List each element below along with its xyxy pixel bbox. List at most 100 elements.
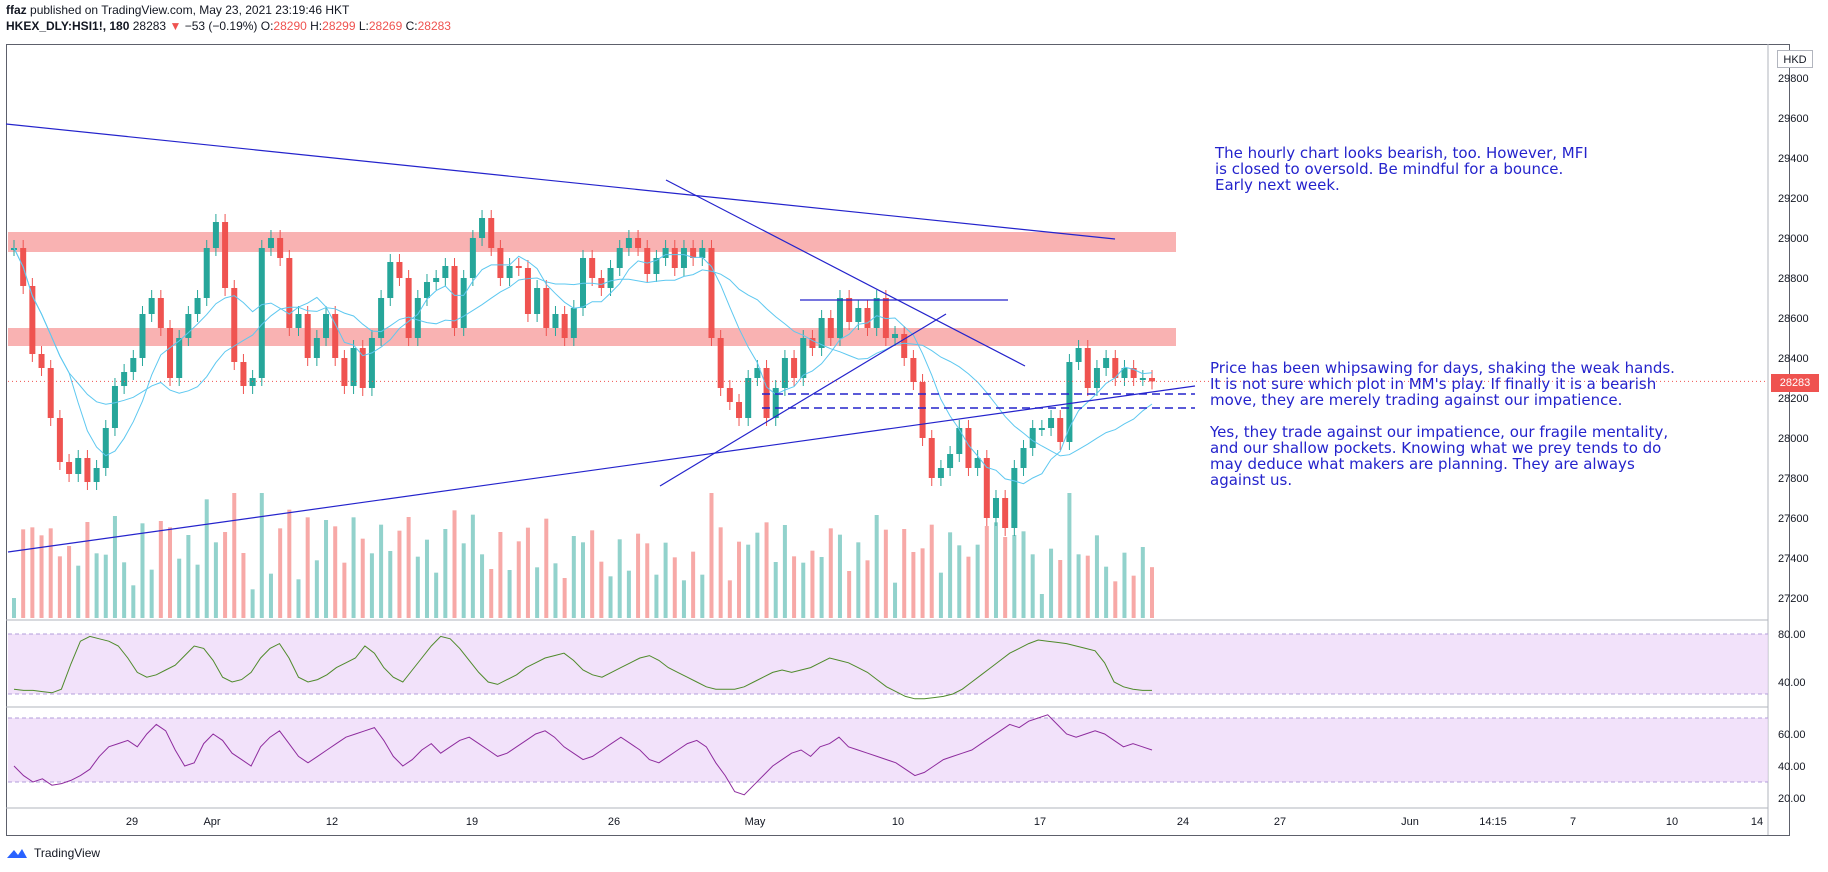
candle-body	[671, 248, 678, 268]
candle-body	[736, 402, 743, 418]
volume-bar	[709, 493, 714, 618]
oscillator-2-tick-label: 20.00	[1778, 793, 1806, 805]
candle-body	[1066, 362, 1073, 442]
candle-body	[754, 368, 761, 378]
price-tick-label: 28200	[1778, 393, 1809, 405]
annotation-note-1[interactable]: The hourly chart looks bearish, too. How…	[1215, 144, 1588, 194]
volume-bar	[168, 527, 173, 618]
volume-bar	[1049, 548, 1054, 618]
volume-bar	[21, 529, 26, 618]
volume-bar	[1012, 535, 1017, 618]
volume-bar	[1067, 493, 1072, 618]
volume-bar	[1113, 581, 1118, 618]
down-arrow-icon: ▼	[169, 19, 182, 33]
candle-body	[1029, 428, 1036, 448]
volume-bar	[406, 517, 411, 618]
candle-body	[827, 318, 834, 338]
time-tick-label: 26	[608, 816, 620, 828]
volume-bar	[672, 557, 677, 618]
candle-body	[203, 248, 210, 298]
candle-body	[1139, 378, 1146, 380]
volume-bar	[12, 598, 16, 618]
price-tick-label: 28400	[1778, 353, 1809, 365]
candle-body	[983, 458, 990, 518]
candle-body	[864, 308, 871, 328]
symbol-label[interactable]: HKEX_DLY:HSI1!, 180	[6, 19, 130, 33]
volume-bar	[507, 570, 512, 618]
candle-body	[690, 248, 697, 258]
candle-body	[570, 308, 577, 338]
annotation-note-2[interactable]: Price has been whipsawing for days, shak…	[1210, 359, 1675, 409]
author-name[interactable]: ffaz	[6, 3, 27, 17]
volume-bar	[626, 570, 631, 618]
candle-body	[286, 258, 293, 328]
volume-bar	[461, 543, 466, 618]
candle-body	[212, 222, 219, 248]
volume-bar	[535, 567, 540, 618]
candle-body	[1020, 448, 1027, 468]
candle-body	[56, 418, 63, 462]
volume-bar	[1122, 552, 1127, 618]
candle-body	[469, 238, 476, 278]
candle-body	[607, 268, 614, 288]
published-text: published on TradingView.com, May 23, 20…	[30, 3, 350, 17]
volume-bar	[314, 560, 319, 618]
candle-body	[176, 338, 183, 378]
candle-body	[167, 328, 174, 378]
candle-body	[240, 362, 247, 386]
annotation-note-3[interactable]: Yes, they trade against our impatience, …	[1210, 423, 1669, 489]
tradingview-logo-icon	[7, 849, 27, 858]
chart-frame[interactable]	[6, 44, 1790, 836]
volume-bar	[681, 580, 686, 618]
volume-bar	[516, 541, 521, 618]
volume-bar	[663, 542, 668, 618]
volume-bar	[608, 576, 613, 618]
candle-body	[66, 462, 73, 474]
candle-body	[809, 338, 816, 348]
volume-bar	[30, 527, 35, 618]
volume-bar	[443, 529, 448, 618]
trendline	[7, 385, 1196, 553]
volume-bar	[792, 556, 797, 618]
candle-body	[378, 298, 385, 338]
volume-bar	[452, 510, 457, 618]
candle-body	[552, 314, 559, 328]
volume-bar	[1021, 531, 1026, 618]
currency-label[interactable]: HKD	[1777, 50, 1813, 68]
volume-bar	[296, 579, 301, 618]
volume-bar	[1094, 535, 1099, 618]
volume-bar	[76, 565, 81, 618]
volume-bar	[103, 554, 108, 618]
low-value: 28269	[368, 19, 403, 33]
candle-body	[1093, 368, 1100, 388]
volume-bar	[984, 526, 989, 618]
volume-bar	[333, 526, 338, 618]
candle-body	[29, 286, 36, 354]
volume-bar	[810, 550, 815, 618]
price-tick-label: 27400	[1778, 553, 1809, 565]
candle-body	[873, 298, 880, 328]
volume-bar	[1150, 567, 1154, 618]
volume-bar	[388, 551, 393, 618]
candle-body	[818, 318, 825, 348]
volume-bar	[268, 573, 273, 618]
candle-body	[589, 258, 596, 278]
volume-bar	[718, 527, 723, 618]
candle-body	[534, 288, 541, 314]
candle-body	[249, 378, 256, 386]
price-tick-label: 28000	[1778, 433, 1809, 445]
footer-brand[interactable]: TradingView	[6, 846, 100, 860]
volume-bar	[434, 572, 439, 618]
oscillator-2-tick-label: 60.00	[1778, 729, 1806, 741]
candle-body	[1048, 418, 1055, 428]
low-label: L:	[358, 19, 369, 33]
open-label: O:	[260, 19, 274, 33]
candle-body	[1103, 358, 1110, 368]
volume-bar	[948, 532, 953, 618]
oscillator-1-tick-label: 40.00	[1778, 677, 1806, 689]
candle-body	[1075, 348, 1082, 362]
volume-bar	[929, 524, 934, 618]
candle-body	[928, 438, 935, 478]
volume-bar	[746, 544, 751, 618]
